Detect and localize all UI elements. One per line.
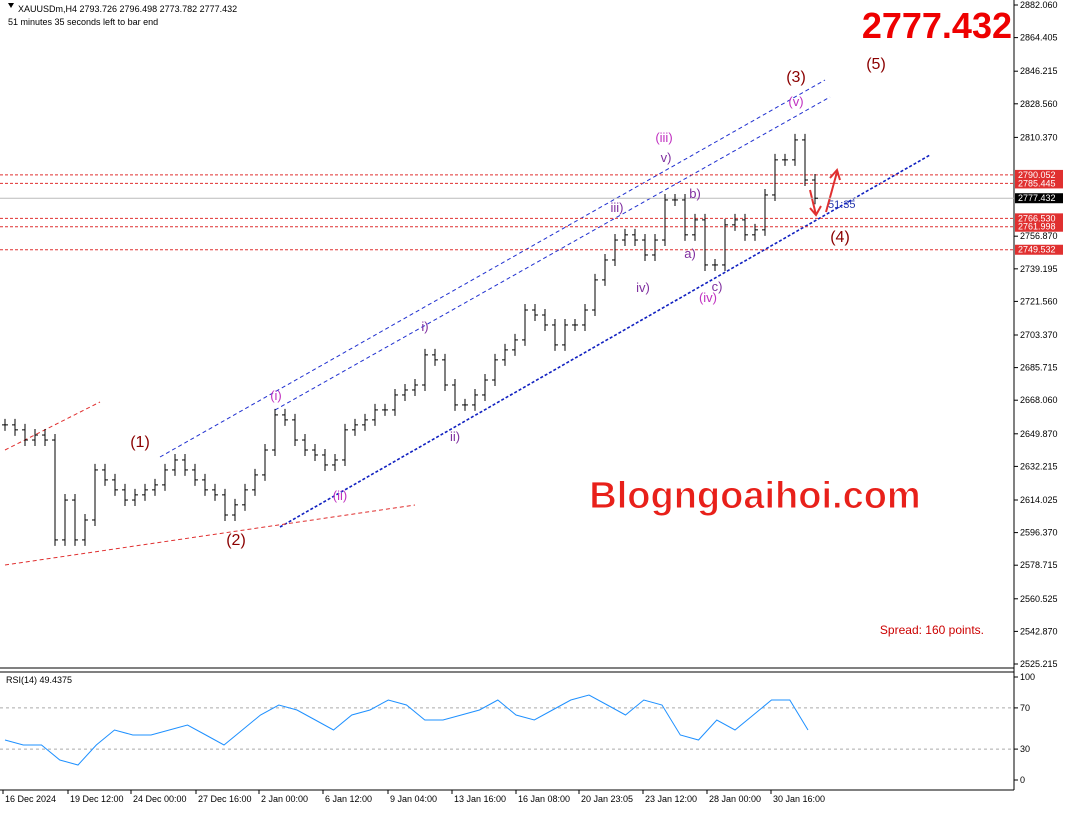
level-label: 2766.530 <box>1018 213 1056 223</box>
timer-line: 51 minutes 35 seconds left to bar end <box>8 17 158 27</box>
price-tick-label: 2882.060 <box>1020 0 1058 10</box>
time-label: 20 Jan 23:05 <box>581 794 633 804</box>
price-tick-label: 2810.370 <box>1020 132 1058 142</box>
time-label: 9 Jan 04:00 <box>390 794 437 804</box>
time-label: 2 Jan 00:00 <box>261 794 308 804</box>
price-tick-label: 2721.560 <box>1020 296 1058 306</box>
time-label: 16 Jan 08:00 <box>518 794 570 804</box>
time-label: 27 Dec 16:00 <box>198 794 252 804</box>
rsi-tick-label: 100 <box>1020 672 1035 682</box>
spread: Spread: 160 points. <box>880 623 984 637</box>
menu-arrow <box>8 3 14 8</box>
channel-line <box>159 79 826 458</box>
rsi-title: RSI(14) 49.4375 <box>6 675 72 685</box>
price-tick-label: 2703.370 <box>1020 330 1058 340</box>
level-label: 2785.445 <box>1018 178 1056 188</box>
wave-label: (iv) <box>699 290 717 305</box>
price-tick-label: 2649.870 <box>1020 429 1058 439</box>
arrow-down <box>809 189 822 217</box>
wave-label: iii) <box>611 200 624 215</box>
level-label: 2749.532 <box>1018 245 1056 255</box>
wave-label: (1) <box>130 434 150 451</box>
time-label: 19 Dec 12:00 <box>70 794 124 804</box>
price-tick-label: 2668.060 <box>1020 395 1058 405</box>
level-label: 2790.052 <box>1018 170 1056 180</box>
level-box <box>1015 244 1063 255</box>
wave-label: ii) <box>450 429 460 444</box>
level-box <box>1015 213 1063 224</box>
channel-line <box>274 96 831 411</box>
wave-label: (i) <box>270 388 282 403</box>
rsi-tick-label: 70 <box>1020 703 1030 713</box>
time-label: 24 Dec 00:00 <box>133 794 187 804</box>
price-tick-label: 2685.715 <box>1020 363 1058 373</box>
rsi-tick-label: 30 <box>1020 744 1030 754</box>
time-label: 13 Jan 16:00 <box>454 794 506 804</box>
price-tick-label: 2756.870 <box>1020 231 1058 241</box>
price-tick-label: 2578.715 <box>1020 560 1058 570</box>
wave-label: (v) <box>788 94 803 109</box>
level-box <box>1015 178 1063 189</box>
price-tick-label: 2542.870 <box>1020 626 1058 636</box>
wave-label: (4) <box>830 229 850 246</box>
trendlines <box>4 79 931 566</box>
watermark: Blogngoaihoi.com <box>589 475 920 517</box>
support-line <box>4 504 416 566</box>
level-box <box>1015 169 1063 180</box>
rsi-line <box>4 694 809 766</box>
wave-label: b) <box>689 186 701 201</box>
rsi-tick-label: 0 <box>1020 775 1025 785</box>
current-price-box <box>1015 193 1063 204</box>
price-tick-label: 2846.215 <box>1020 66 1058 76</box>
level-label: 2761.998 <box>1018 222 1056 232</box>
wave-label: v) <box>661 150 672 165</box>
time-label: 23 Jan 12:00 <box>645 794 697 804</box>
time-label: 6 Jan 12:00 <box>325 794 372 804</box>
wave-label: (ii) <box>333 488 347 503</box>
wave-label: a) <box>684 246 696 261</box>
price-tick-label: 2614.025 <box>1020 495 1058 505</box>
price-tick-label: 2828.560 <box>1020 99 1058 109</box>
level-box <box>1015 221 1063 232</box>
wave-label: iv) <box>636 280 650 295</box>
wave-label: c) <box>712 279 723 294</box>
wave-label: (3) <box>786 69 806 86</box>
wave-label: (iii) <box>655 130 672 145</box>
price-tick-label: 2560.525 <box>1020 594 1058 604</box>
wave-label: i) <box>421 319 428 334</box>
big-price: 2777.432 <box>862 5 1012 46</box>
price-tick-label: 2864.405 <box>1020 33 1058 43</box>
time-label: 28 Jan 00:00 <box>709 794 761 804</box>
price-tick-label: 2525.215 <box>1020 659 1058 669</box>
price-tick-label: 2596.370 <box>1020 528 1058 538</box>
wave-label: (5) <box>866 56 886 73</box>
wave-label: (2) <box>226 532 246 549</box>
price-tick-label: 2632.215 <box>1020 461 1058 471</box>
symbol-line: XAUUSDm,H4 2793.726 2796.498 2773.782 27… <box>18 4 237 14</box>
price-tick-label: 2739.195 <box>1020 264 1058 274</box>
current-price-label: 2777.432 <box>1018 193 1056 203</box>
time-label: 16 Dec 2024 <box>5 794 56 804</box>
time-label: 30 Jan 16:00 <box>773 794 825 804</box>
support-line <box>4 401 101 451</box>
